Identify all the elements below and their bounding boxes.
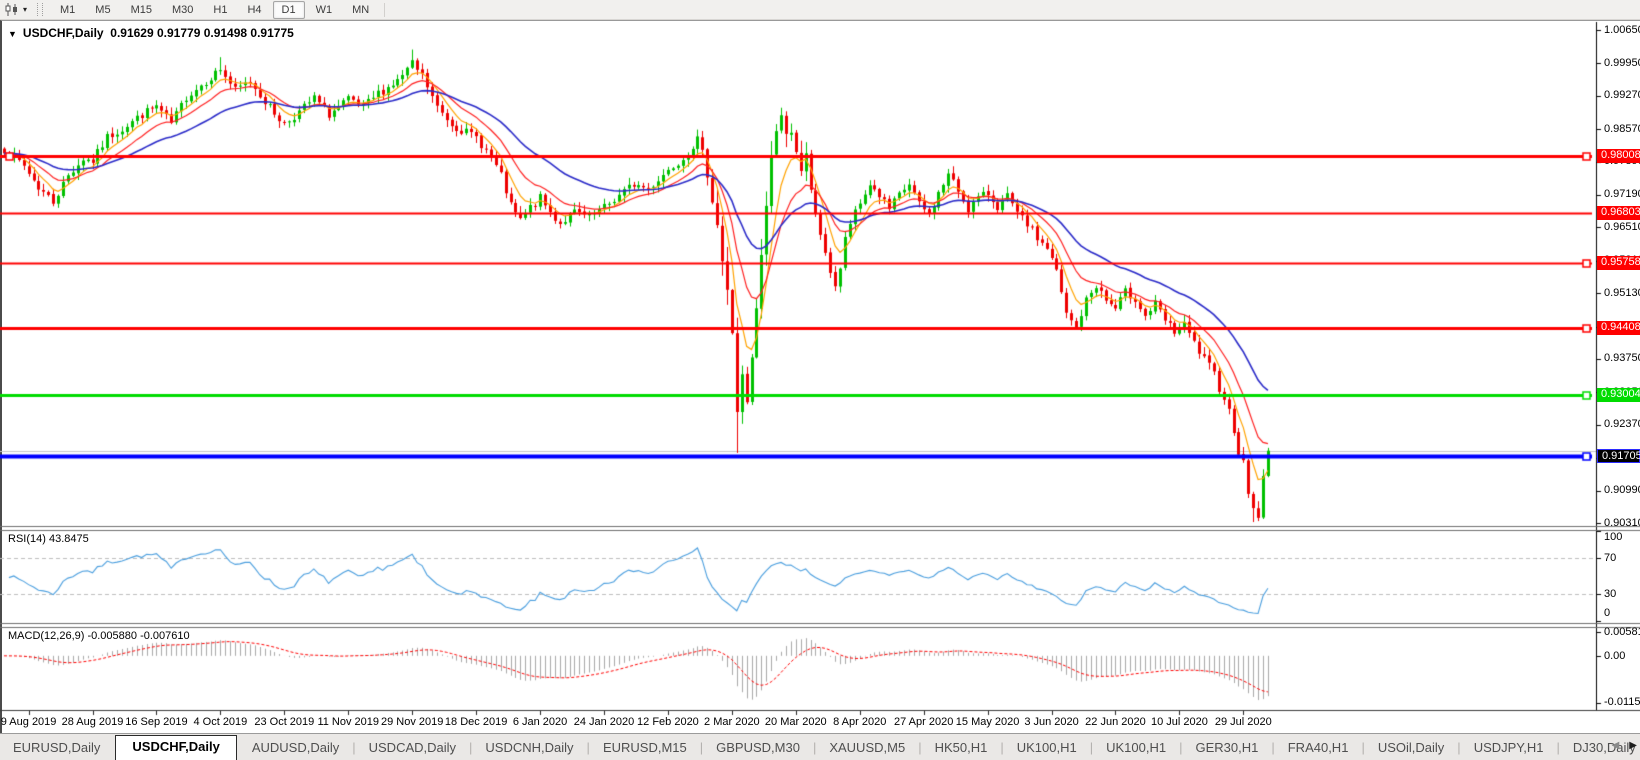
rsi-axis-label: 0 [1604, 606, 1611, 619]
chart-tab-audusd-daily[interactable]: AUDUSD,Daily [251, 740, 340, 755]
timeframe-button-d1[interactable]: D1 [272, 0, 305, 19]
chart-header: ▼ USDCHF,Daily 0.91629 0.91779 0.91498 0.… [8, 26, 294, 40]
chart-tab-usdchf-daily[interactable]: USDCHF,Daily [115, 735, 237, 760]
chart-tab-bar: EURUSD,Daily USDCHF,Daily AUDUSD,Daily | USD… [0, 733, 1640, 760]
timeframe-button-m30[interactable]: M30 [171, 3, 194, 16]
chart-tab-usdcnh-daily[interactable]: USDCNH,Daily [485, 740, 574, 755]
date-axis-label: 24 Jan 2020 [573, 716, 635, 728]
chart-tab-xauusd-m5[interactable]: XAUUSD,M5 [829, 740, 906, 755]
date-axis-label: 22 Jun 2020 [1085, 716, 1146, 728]
rsi-axis-label: 30 [1604, 587, 1617, 600]
date-axis-label: 8 Apr 2020 [833, 716, 887, 728]
macd-axis-label: 0.00 [1604, 649, 1626, 662]
date-axis-label: 4 Oct 2019 [193, 716, 248, 728]
chart-window[interactable] [0, 20, 1640, 733]
date-axis-label: 12 Feb 2020 [637, 716, 699, 728]
date-axis-label: 23 Oct 2019 [254, 716, 315, 728]
price-axis-tick-label: 0.93750 [1604, 352, 1640, 365]
chart-tab-usdcad-daily[interactable]: USDCAD,Daily [368, 740, 457, 755]
timeframe-button-m15[interactable]: M15 [130, 3, 152, 16]
price-axis-tick-label: 0.99270 [1604, 89, 1640, 102]
chart-tab-uk100-h1[interactable]: UK100,H1 [1016, 740, 1077, 755]
toolbar-divider [384, 2, 386, 17]
candlestick-chart-icon[interactable] [3, 2, 21, 17]
date-axis-label: 15 May 2020 [955, 716, 1020, 728]
tab-scroll-left-icon[interactable]: ◀ [1611, 740, 1620, 751]
chart-tab-hk50-h1[interactable]: HK50,H1 [934, 740, 988, 755]
date-axis-label: 29 Jul 2020 [1214, 716, 1272, 728]
price-level-label: 0.91705 [1597, 449, 1640, 464]
date-axis-label: 16 Sep 2019 [125, 716, 188, 728]
price-axis-tick-label: 0.95130 [1604, 286, 1640, 299]
timeframe-button-h1[interactable]: H1 [213, 3, 228, 16]
chart-tab-gbpusd-m30[interactable]: GBPUSD,M30 [716, 740, 800, 755]
price-level-label: 0.96803 [1597, 206, 1640, 221]
timeframe-button-m5[interactable]: M5 [95, 3, 111, 16]
chart-menu-arrow-icon[interactable]: ▼ [8, 29, 17, 39]
toolbar-grip[interactable] [37, 3, 44, 16]
chart-tab-ger30-h1[interactable]: GER30,H1 [1195, 740, 1259, 755]
price-level-label: 0.94408 [1597, 320, 1640, 335]
chart-type-dropdown-icon[interactable]: ▾ [23, 5, 28, 14]
date-axis-label: 11 Nov 2019 [317, 716, 380, 728]
price-level-label: 0.98008 [1597, 148, 1640, 163]
price-axis-tick-label: 0.90310 [1604, 516, 1640, 529]
chart-tab-eurusd-m15[interactable]: EURUSD,M15 [602, 740, 687, 755]
timeframe-button-w1[interactable]: W1 [315, 3, 333, 16]
chart-tab-fra40-h1[interactable]: FRA40,H1 [1287, 740, 1349, 755]
rsi-axis-label: 100 [1604, 530, 1623, 543]
date-axis-label: 10 Jul 2020 [1150, 716, 1208, 728]
chart-tab-uk100-h1[interactable]: UK100,H1 [1106, 740, 1167, 755]
chart-tab-usdjpy-h1[interactable]: USDJPY,H1 [1473, 740, 1544, 755]
date-axis-label: 20 Mar 2020 [764, 716, 827, 728]
chart-symbol-label: USDCHF,Daily [22, 26, 104, 40]
price-level-label: 0.93004 [1597, 387, 1640, 402]
price-axis-tick-label: 0.92370 [1604, 418, 1640, 431]
macd-axis-label: 0.005818 [1604, 625, 1640, 638]
date-axis-label: 28 Aug 2019 [61, 716, 124, 728]
price-axis-tick-label: 0.97190 [1604, 188, 1640, 201]
timeframe-toolbar: ▾ M1 M5 M15 M30 H1 H4 D1 W1 MN [0, 0, 1640, 20]
price-axis-tick-label: 0.98570 [1604, 122, 1640, 135]
price-level-label: 0.95758 [1597, 256, 1640, 271]
rsi-axis-label: 70 [1604, 551, 1617, 564]
tab-scroll-right-icon[interactable]: ▶ [1629, 740, 1637, 751]
date-axis-label: 18 Dec 2019 [444, 716, 508, 728]
price-axis-tick-label: 0.99950 [1604, 56, 1640, 69]
price-axis-tick-label: 0.90990 [1604, 484, 1640, 497]
macd-indicator-label: MACD(12,26,9) -0.005880 -0.007610 [8, 630, 190, 642]
date-axis-label: 27 Apr 2020 [893, 716, 954, 728]
timeframe-button-h4[interactable]: H4 [247, 3, 262, 16]
price-axis-tick-label: 1.00650 [1604, 23, 1640, 36]
chart-ohlc-values: 0.91629 0.91779 0.91498 0.91775 [110, 26, 294, 40]
rsi-indicator-label: RSI(14) 43.8475 [8, 533, 89, 545]
timeframe-button-mn[interactable]: MN [352, 3, 370, 16]
date-axis-label: 6 Jan 2020 [512, 716, 568, 728]
date-axis-label: 9 Aug 2019 [0, 716, 57, 728]
date-axis-label: 2 Mar 2020 [704, 716, 760, 728]
price-axis-tick-label: 0.96510 [1604, 220, 1640, 233]
date-axis-label: 29 Nov 2019 [380, 716, 444, 728]
timeframe-button-m1[interactable]: M1 [60, 3, 76, 16]
macd-axis-label: -0.011516 [1604, 695, 1640, 708]
chart-tab-eurusd-daily[interactable]: EURUSD,Daily [13, 740, 101, 755]
chart-tab-usoil-daily[interactable]: USOil,Daily [1377, 740, 1445, 755]
date-axis-label: 3 Jun 2020 [1024, 716, 1079, 728]
